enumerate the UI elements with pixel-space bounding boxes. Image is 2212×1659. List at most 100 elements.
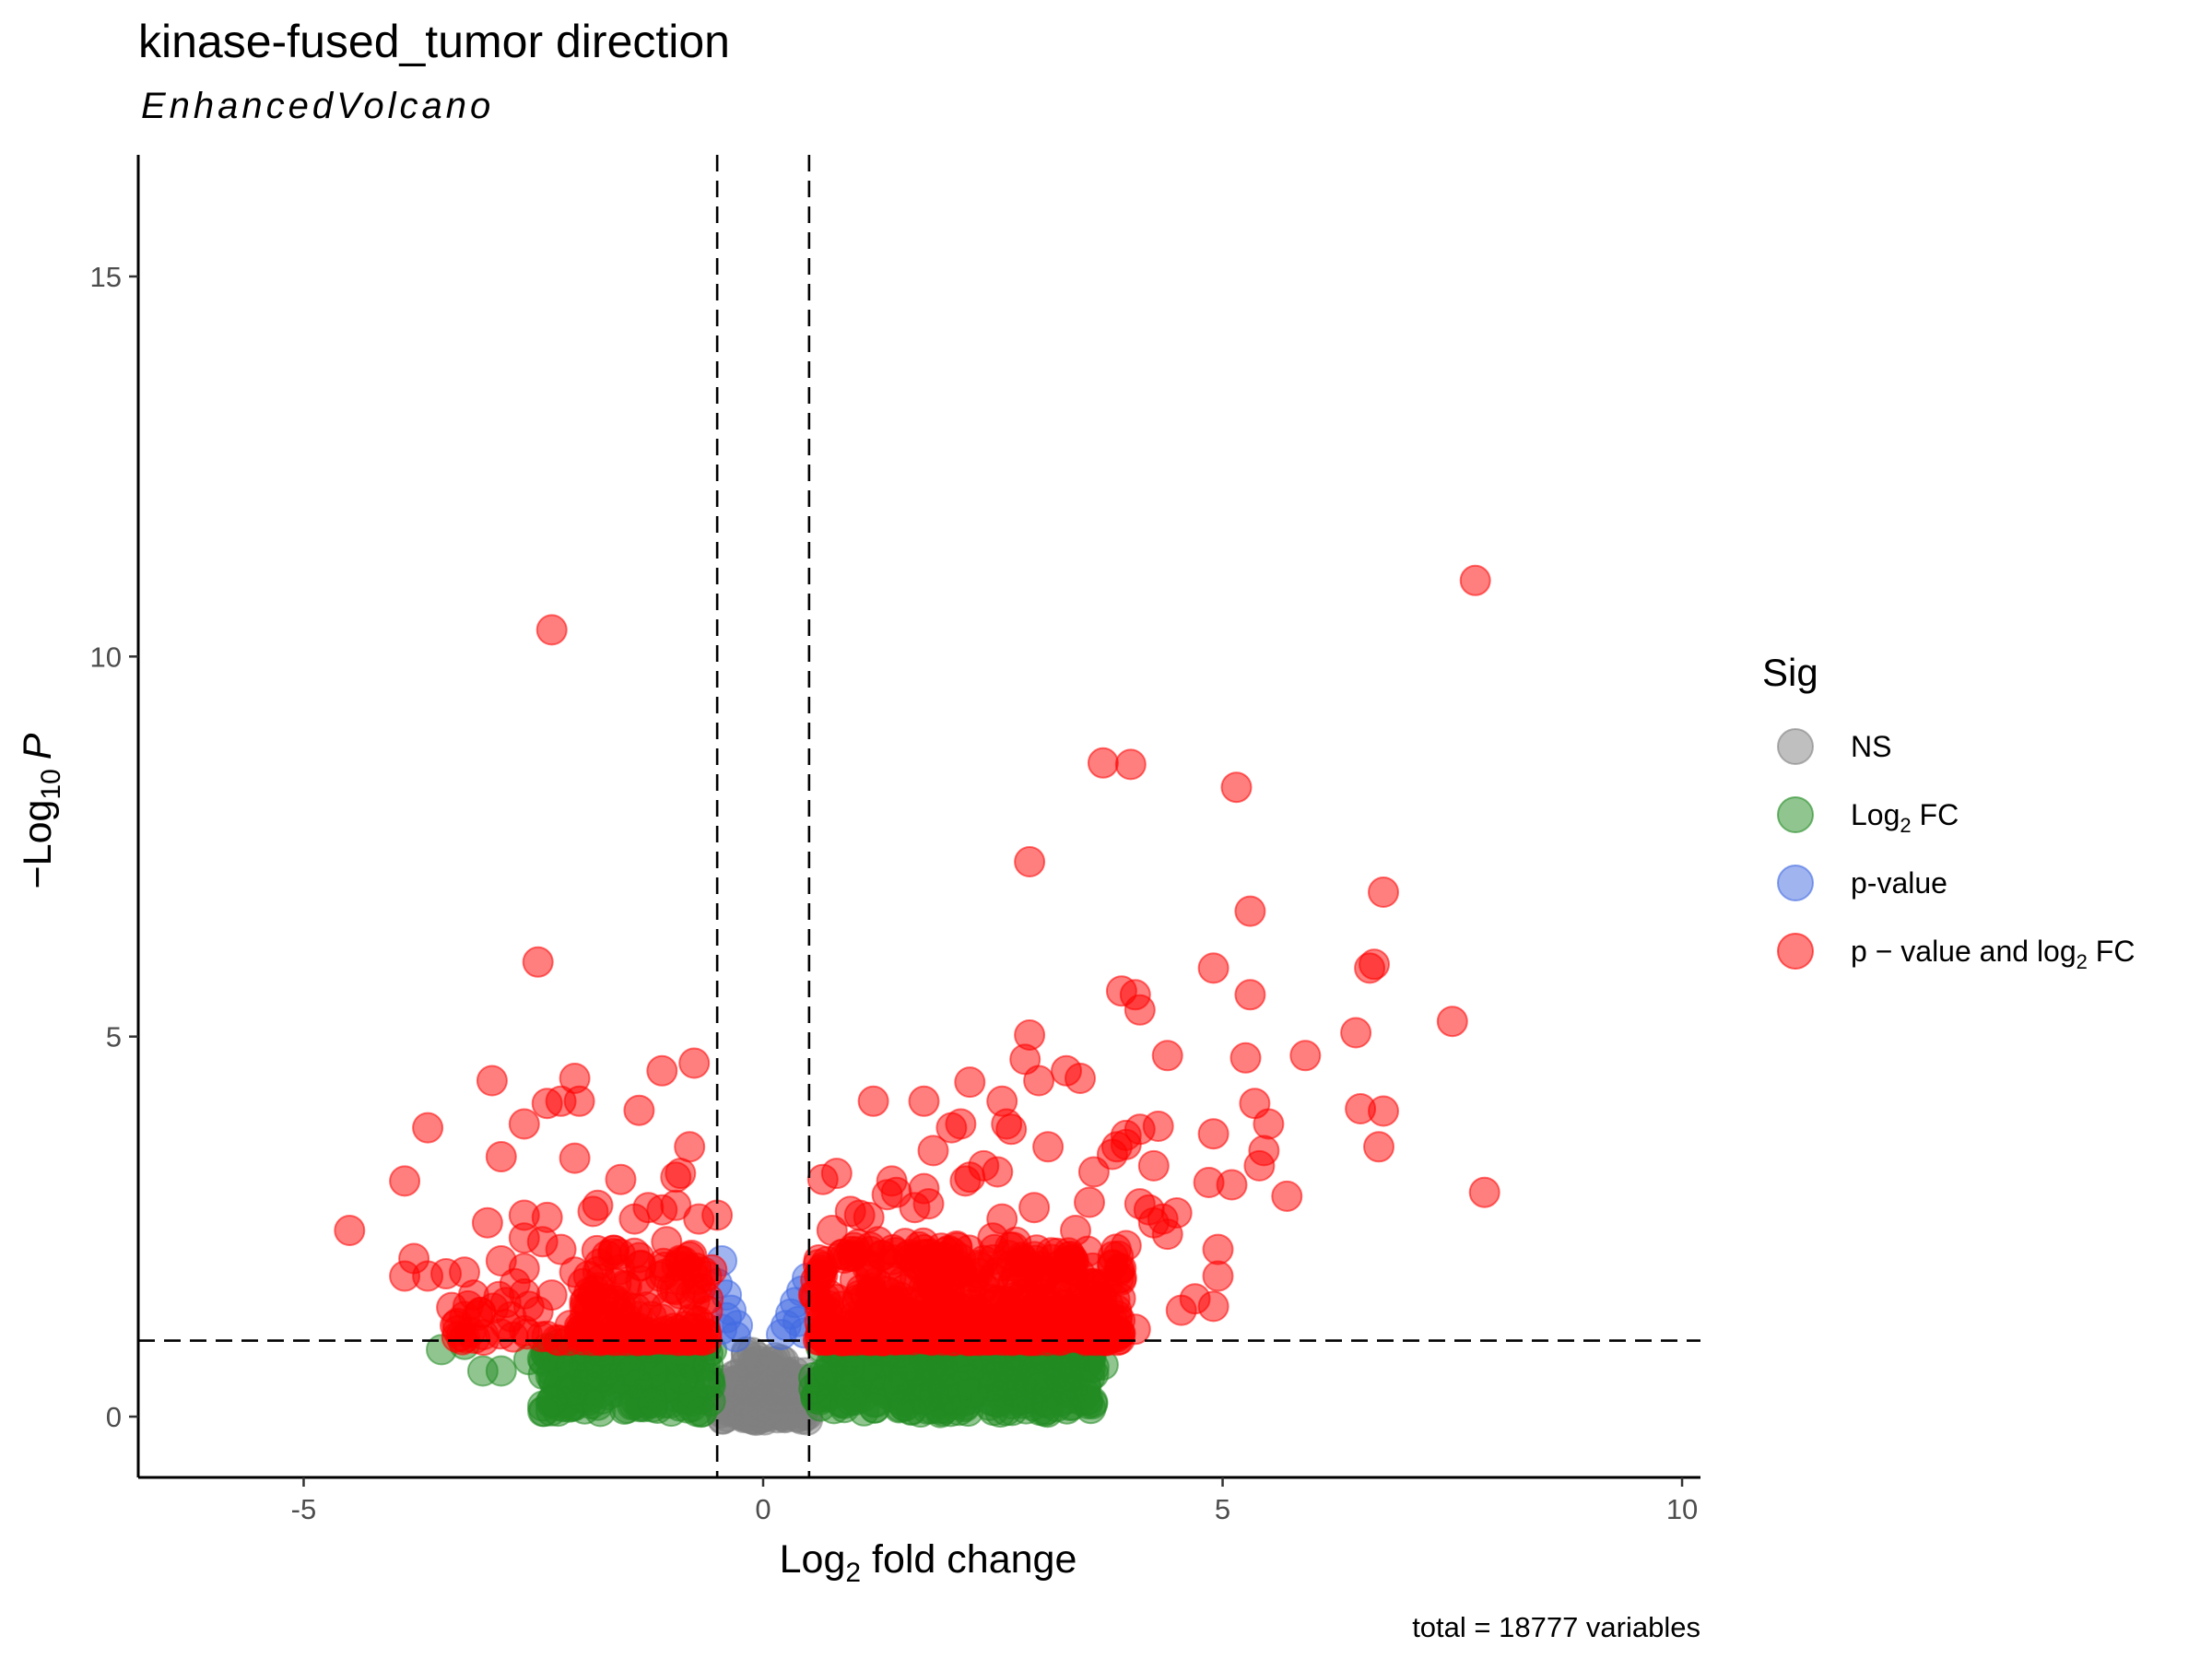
data-point bbox=[1018, 1192, 1051, 1224]
series-ns bbox=[701, 1335, 824, 1437]
data-point bbox=[862, 1226, 894, 1258]
data-point bbox=[977, 1222, 1009, 1254]
data-point bbox=[894, 1287, 926, 1319]
data-point bbox=[1468, 1176, 1500, 1208]
data-point bbox=[1202, 1233, 1234, 1265]
data-point bbox=[476, 1065, 508, 1097]
data-point bbox=[651, 1226, 683, 1258]
data-point bbox=[1151, 1040, 1183, 1072]
data-point bbox=[839, 1264, 871, 1296]
y-tick-label: 10 bbox=[90, 641, 122, 673]
legend-key-p bbox=[1777, 865, 1814, 901]
data-point bbox=[1363, 1131, 1394, 1163]
data-point bbox=[471, 1206, 503, 1239]
data-point bbox=[995, 1113, 1028, 1146]
data-point bbox=[1077, 1301, 1110, 1334]
data-point bbox=[666, 1363, 699, 1395]
data-point bbox=[1230, 1041, 1262, 1074]
data-point bbox=[1243, 1149, 1276, 1182]
data-point bbox=[1289, 1040, 1322, 1072]
data-point bbox=[871, 1179, 903, 1211]
data-point bbox=[1137, 1149, 1170, 1182]
chart-caption: total = 18777 variables bbox=[1412, 1611, 1700, 1643]
legend-label-fc-p: p − value and log2 FC bbox=[1851, 935, 2135, 973]
legend-key-fc-p bbox=[1777, 933, 1814, 970]
data-point bbox=[977, 1371, 1009, 1402]
data-point bbox=[1202, 1260, 1234, 1292]
data-point bbox=[535, 1385, 568, 1418]
data-point bbox=[926, 1241, 959, 1273]
data-point bbox=[591, 1240, 623, 1272]
data-point bbox=[917, 1135, 949, 1167]
y-tick-label: 0 bbox=[106, 1401, 122, 1433]
legend-key-fc bbox=[1777, 796, 1814, 833]
data-point bbox=[1197, 952, 1230, 984]
data-point bbox=[962, 1257, 994, 1289]
data-point bbox=[1087, 747, 1119, 779]
data-point bbox=[835, 1384, 867, 1417]
data-point bbox=[522, 946, 554, 978]
data-point bbox=[637, 1275, 669, 1307]
data-point bbox=[605, 1163, 637, 1195]
x-tick-label: 5 bbox=[1215, 1493, 1230, 1525]
data-point bbox=[1096, 1249, 1128, 1281]
data-point bbox=[1041, 1237, 1074, 1269]
data-point bbox=[1220, 771, 1253, 804]
data-point bbox=[816, 1215, 848, 1246]
data-point bbox=[1060, 1215, 1091, 1246]
data-point bbox=[440, 1310, 471, 1342]
data-point bbox=[600, 1267, 632, 1300]
data-point bbox=[749, 1397, 782, 1430]
data-point bbox=[1193, 1167, 1225, 1198]
series-fc-p bbox=[334, 564, 1500, 1357]
data-point bbox=[559, 1142, 591, 1174]
data-point bbox=[485, 1141, 517, 1172]
data-point bbox=[683, 1203, 715, 1235]
data-point bbox=[665, 1264, 697, 1296]
data-point bbox=[389, 1165, 421, 1197]
data-point bbox=[1368, 1095, 1399, 1127]
legend-label-p: p-value bbox=[1851, 866, 1947, 900]
data-point bbox=[334, 1215, 366, 1246]
data-point bbox=[457, 1279, 489, 1312]
legend-label-ns: NS bbox=[1851, 730, 1891, 763]
data-point bbox=[1271, 1180, 1303, 1212]
data-point bbox=[1032, 1131, 1065, 1163]
x-tick-label: 0 bbox=[755, 1493, 771, 1525]
data-point bbox=[678, 1047, 711, 1079]
chart-subtitle: EnhancedVolcano bbox=[141, 86, 494, 126]
cutoff-lines bbox=[138, 155, 1700, 1477]
y-tick-label: 5 bbox=[106, 1021, 122, 1053]
y-tick-label: 15 bbox=[90, 261, 122, 293]
data-point bbox=[623, 1094, 655, 1126]
data-point bbox=[535, 614, 568, 646]
data-point bbox=[853, 1304, 885, 1336]
legend-label-fc: Log2 FC bbox=[1851, 798, 1959, 837]
data-point bbox=[1354, 952, 1386, 984]
x-tick-label: -5 bbox=[291, 1493, 317, 1525]
data-point bbox=[660, 1161, 692, 1194]
data-point bbox=[1114, 748, 1147, 781]
data-point bbox=[1197, 1118, 1230, 1150]
data-point bbox=[485, 1355, 517, 1387]
data-point bbox=[563, 1085, 595, 1117]
data-point bbox=[1368, 877, 1399, 908]
data-point bbox=[765, 1319, 797, 1350]
x-tick-label: 10 bbox=[1666, 1493, 1698, 1525]
legend-key-ns bbox=[1777, 728, 1814, 765]
data-point bbox=[943, 1394, 975, 1427]
data-point bbox=[660, 1189, 692, 1221]
x-axis-title: Log2 fold change bbox=[780, 1537, 1077, 1588]
data-point bbox=[535, 1279, 568, 1312]
data-point bbox=[1023, 1065, 1055, 1097]
data-point bbox=[508, 1108, 540, 1140]
data-point bbox=[899, 1192, 931, 1224]
legend-title: Sig bbox=[1762, 651, 1818, 694]
y-axis-ticks: 0 5 10 15 bbox=[90, 261, 138, 1433]
data-point bbox=[1069, 1378, 1101, 1410]
data-point bbox=[1023, 1371, 1055, 1404]
points-layer bbox=[334, 564, 1500, 1437]
data-point bbox=[1165, 1294, 1197, 1326]
data-point bbox=[637, 1387, 669, 1419]
